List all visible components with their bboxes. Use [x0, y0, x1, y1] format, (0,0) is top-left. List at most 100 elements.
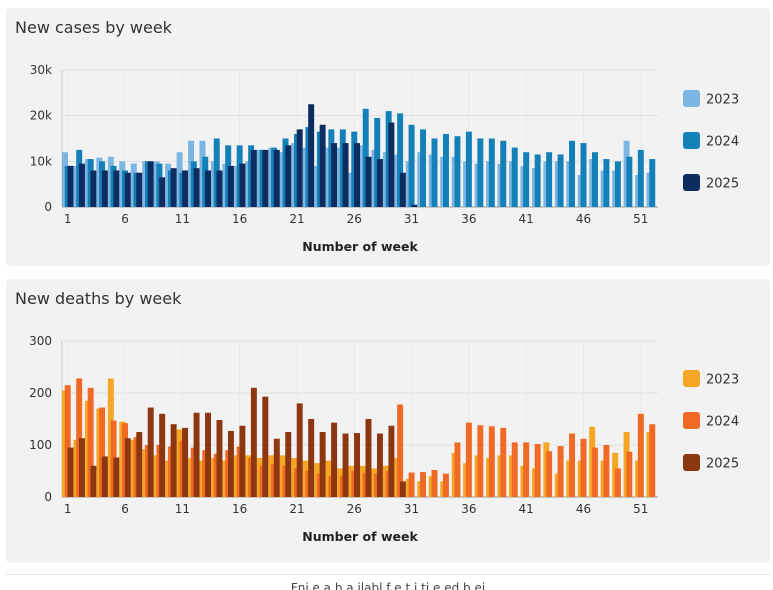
- bar-2025-week-9[interactable]: [159, 413, 166, 497]
- bar-2025-week-28[interactable]: [376, 159, 383, 207]
- bar-2025-week-24[interactable]: [331, 143, 338, 207]
- bar-2024-week-49[interactable]: [614, 468, 621, 497]
- bar-2025-week-18[interactable]: [262, 149, 269, 207]
- bar-2025-week-4[interactable]: [101, 170, 108, 207]
- legend-swatch-2024[interactable]: [683, 132, 700, 149]
- bar-2024-week-38[interactable]: [488, 426, 495, 497]
- bar-2025-week-17[interactable]: [250, 149, 257, 207]
- bar-2024-week-34[interactable]: [442, 473, 449, 497]
- legend-label-2024[interactable]: 2024: [706, 415, 739, 430]
- bar-2024-week-33[interactable]: [431, 138, 438, 208]
- bar-2024-week-37[interactable]: [477, 138, 484, 208]
- bar-2025-week-26[interactable]: [354, 433, 360, 497]
- bar-2024-week-44[interactable]: [557, 446, 564, 497]
- bar-2025-week-20[interactable]: [285, 145, 292, 207]
- bar-2025-week-21[interactable]: [296, 403, 303, 497]
- bar-2025-week-30[interactable]: [399, 172, 406, 207]
- bar-2024-week-36[interactable]: [465, 422, 472, 497]
- bar-2025-week-25[interactable]: [342, 143, 349, 207]
- bar-2024-week-51[interactable]: [637, 413, 644, 497]
- bar-2025-week-31[interactable]: [411, 204, 418, 207]
- bar-2024-week-1[interactable]: [64, 385, 71, 497]
- legend-label-2025[interactable]: 2025: [706, 457, 739, 472]
- bar-2025-week-13[interactable]: [205, 412, 211, 497]
- bar-2024-week-43[interactable]: [546, 152, 553, 207]
- bar-2025-week-12[interactable]: [193, 412, 200, 497]
- bar-2025-week-9[interactable]: [159, 177, 166, 207]
- bar-2024-week-52[interactable]: [649, 424, 656, 497]
- bar-2024-week-40[interactable]: [511, 147, 518, 207]
- bar-2025-week-29[interactable]: [388, 425, 395, 497]
- bar-2025-week-20[interactable]: [285, 432, 292, 497]
- bar-2024-week-45[interactable]: [569, 433, 576, 497]
- bar-2025-week-15[interactable]: [227, 165, 234, 207]
- bar-2025-week-2[interactable]: [78, 438, 85, 497]
- bar-2025-week-22[interactable]: [308, 104, 315, 207]
- bar-2024-week-35[interactable]: [454, 442, 461, 497]
- bar-2025-week-16[interactable]: [239, 425, 246, 497]
- bar-2024-week-42[interactable]: [534, 154, 541, 207]
- legend-swatch-2024[interactable]: [683, 412, 700, 429]
- bar-2025-week-8[interactable]: [147, 161, 154, 207]
- bar-2024-week-42[interactable]: [534, 443, 541, 497]
- legend-label-2023[interactable]: 2023: [706, 373, 739, 388]
- bar-2025-week-6[interactable]: [124, 438, 131, 497]
- legend-swatch-2023[interactable]: [683, 90, 700, 107]
- bar-2025-week-1[interactable]: [67, 447, 74, 497]
- bar-2024-week-44[interactable]: [557, 154, 564, 207]
- bar-2025-week-3[interactable]: [90, 170, 97, 207]
- bar-2024-week-48[interactable]: [603, 159, 610, 207]
- bar-2024-week-41[interactable]: [523, 442, 530, 497]
- bar-2025-week-16[interactable]: [239, 163, 246, 207]
- bar-2024-week-46[interactable]: [580, 438, 587, 497]
- bar-2025-week-11[interactable]: [182, 427, 189, 497]
- bar-2024-week-38[interactable]: [488, 138, 495, 208]
- legend-label-2025[interactable]: 2025: [706, 177, 739, 192]
- bar-2025-week-27[interactable]: [365, 156, 372, 207]
- bar-2025-week-19[interactable]: [273, 438, 280, 497]
- bar-2025-week-10[interactable]: [170, 168, 177, 207]
- bar-2025-week-6[interactable]: [124, 172, 131, 207]
- bar-2024-week-50[interactable]: [626, 156, 633, 207]
- bar-2024-week-30[interactable]: [397, 113, 404, 207]
- bar-2025-week-28[interactable]: [376, 433, 383, 497]
- bar-2025-week-19[interactable]: [273, 149, 280, 207]
- bar-2024-week-31[interactable]: [408, 472, 415, 497]
- bar-2025-week-14[interactable]: [216, 420, 223, 497]
- bar-2024-week-3[interactable]: [87, 387, 94, 497]
- bar-2025-week-5[interactable]: [113, 170, 120, 207]
- bar-2025-week-7[interactable]: [136, 432, 143, 497]
- bar-2024-week-37[interactable]: [477, 425, 484, 497]
- bar-2025-week-11[interactable]: [182, 170, 189, 207]
- legend-swatch-2023[interactable]: [683, 370, 700, 387]
- bar-2024-week-51[interactable]: [637, 149, 644, 207]
- bar-2024-week-39[interactable]: [500, 427, 507, 497]
- bar-2025-week-15[interactable]: [227, 430, 234, 497]
- bar-2025-week-26[interactable]: [354, 143, 360, 207]
- bar-2024-week-47[interactable]: [591, 447, 598, 497]
- legend-label-2024[interactable]: 2024: [706, 135, 739, 150]
- bar-2024-week-48[interactable]: [603, 445, 610, 497]
- legend-swatch-2025[interactable]: [683, 454, 700, 471]
- bar-2025-week-10[interactable]: [170, 424, 177, 497]
- bar-2024-week-33[interactable]: [431, 469, 438, 497]
- bar-2024-week-4[interactable]: [99, 407, 106, 497]
- bar-2025-week-25[interactable]: [342, 433, 349, 497]
- legend-label-2023[interactable]: 2023: [706, 93, 739, 108]
- bar-2025-week-7[interactable]: [136, 172, 143, 207]
- bar-2025-week-14[interactable]: [216, 170, 223, 207]
- bar-2024-week-45[interactable]: [569, 140, 576, 207]
- bar-2025-week-2[interactable]: [78, 163, 85, 207]
- bar-2024-week-39[interactable]: [500, 140, 507, 207]
- bar-2024-week-36[interactable]: [465, 131, 472, 207]
- bar-2024-week-46[interactable]: [580, 143, 587, 207]
- bar-2025-week-12[interactable]: [193, 168, 200, 207]
- bar-2025-week-17[interactable]: [250, 387, 257, 497]
- bar-2024-week-50[interactable]: [626, 451, 633, 497]
- bar-2025-week-21[interactable]: [296, 129, 303, 207]
- bar-2025-week-23[interactable]: [319, 432, 326, 497]
- bar-2024-week-43[interactable]: [546, 451, 553, 497]
- bar-2024-week-49[interactable]: [614, 161, 621, 207]
- bar-2024-week-31[interactable]: [408, 124, 415, 207]
- bar-2025-week-30[interactable]: [399, 481, 406, 497]
